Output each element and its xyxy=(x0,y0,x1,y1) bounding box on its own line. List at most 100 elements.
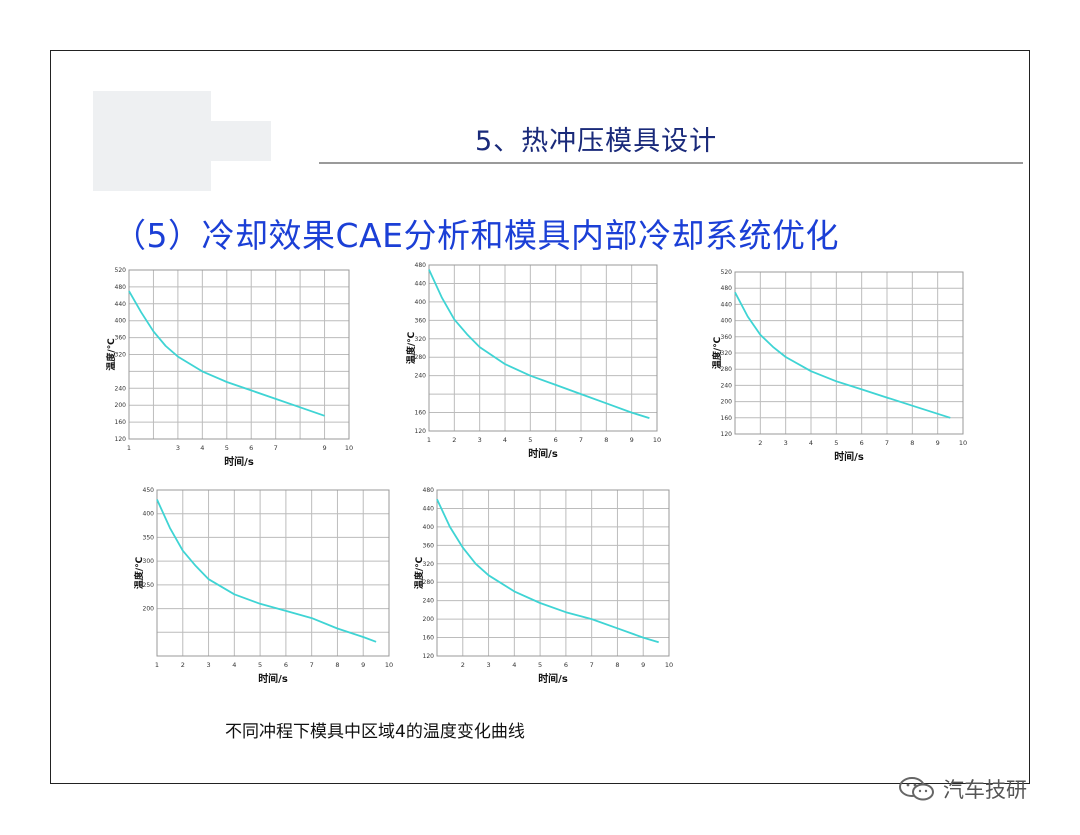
y-tick-label: 240 xyxy=(423,598,435,605)
x-tick-label: 3 xyxy=(784,439,788,447)
x-tick-label: 4 xyxy=(512,661,516,669)
x-tick-label: 7 xyxy=(579,436,583,444)
x-tick-label: 9 xyxy=(322,444,326,452)
temperature-curve xyxy=(128,290,325,417)
x-tick-label: 7 xyxy=(885,439,889,447)
y-tick-label: 320 xyxy=(415,336,427,343)
x-tick-label: 3 xyxy=(486,661,490,669)
y-tick-label: 400 xyxy=(721,318,733,325)
y-tick-label: 240 xyxy=(415,373,427,380)
x-tick-label: 2 xyxy=(452,436,456,444)
y-tick-label: 320 xyxy=(721,350,733,357)
background-watermark-block xyxy=(201,121,271,161)
x-tick-label: 3 xyxy=(206,661,210,669)
x-axis-label: 时间/s xyxy=(258,672,288,685)
y-tick-label: 440 xyxy=(721,301,733,308)
x-tick-label: 2 xyxy=(461,661,465,669)
y-tick-label: 360 xyxy=(415,317,427,324)
x-tick-label: 4 xyxy=(232,661,236,669)
y-tick-label: 240 xyxy=(115,385,127,392)
y-tick-label: 160 xyxy=(415,410,427,417)
chart-1: 1 3 4 5 6 7 9 10 120 160 200 240 320 360 400 440 480 520 时… xyxy=(105,264,359,469)
watermark-text: 汽车技研 xyxy=(943,778,1027,802)
y-tick-label: 280 xyxy=(415,354,427,361)
x-tick-label: 10 xyxy=(665,661,673,669)
x-tick-label: 8 xyxy=(335,661,339,669)
chart-4: 1 2 3 4 5 6 7 8 9 10 200 250 300 350 400 450 时间/s 温度/℃ xyxy=(133,484,399,686)
y-tick-label: 480 xyxy=(721,285,733,292)
figure-caption: 不同冲程下模具中区域4的温度变化曲线 xyxy=(225,722,525,742)
y-tick-label: 160 xyxy=(423,635,435,642)
y-tick-label: 120 xyxy=(721,431,733,438)
x-tick-label: 9 xyxy=(936,439,940,447)
x-tick-label: 10 xyxy=(653,436,661,444)
y-tick-label: 240 xyxy=(721,382,733,389)
y-tick-label: 200 xyxy=(115,402,127,409)
temperature-curve xyxy=(428,269,650,419)
y-tick-label: 320 xyxy=(115,352,127,359)
x-tick-label: 5 xyxy=(834,439,838,447)
x-tick-label: 1 xyxy=(427,436,431,444)
y-tick-label: 440 xyxy=(423,505,435,512)
plot-frame xyxy=(428,264,658,432)
x-tick-label: 1 xyxy=(155,661,159,669)
y-tick-label: 120 xyxy=(115,436,127,443)
x-tick-label: 4 xyxy=(200,444,204,452)
y-tick-label: 480 xyxy=(115,284,127,291)
x-tick-label: 4 xyxy=(809,439,813,447)
chart-5: 2 3 4 5 6 7 8 9 10 120 160 200 240 280 320 360 400 440 480… xyxy=(413,484,679,686)
y-tick-label: 320 xyxy=(423,561,435,568)
x-tick-label: 6 xyxy=(284,661,288,669)
y-axis-label: 温度/℃ xyxy=(413,557,425,589)
y-tick-label: 160 xyxy=(115,419,127,426)
temperature-curve xyxy=(156,499,377,643)
y-tick-label: 520 xyxy=(721,269,733,276)
y-tick-label: 350 xyxy=(143,534,155,541)
x-tick-label: 3 xyxy=(176,444,180,452)
x-tick-label: 6 xyxy=(249,444,253,452)
temperature-curve xyxy=(436,498,659,644)
watermark: 汽车技研 xyxy=(897,774,1027,804)
y-tick-label: 440 xyxy=(415,280,427,287)
y-tick-label: 360 xyxy=(721,334,733,341)
chart-2: 1 2 3 4 5 6 7 8 9 10 120 160 240 280 320 360 400 440 480 时间… xyxy=(405,259,667,461)
x-tick-label: 5 xyxy=(528,436,532,444)
plot-frame xyxy=(156,489,390,657)
plot-frame xyxy=(128,269,350,440)
x-tick-label: 10 xyxy=(959,439,967,447)
y-tick-label: 440 xyxy=(115,301,127,308)
chart-3: 2 3 4 5 6 7 8 9 10 120 160 200 240 280 320 360 400 440 480… xyxy=(711,266,973,464)
y-tick-label: 280 xyxy=(721,366,733,373)
x-tick-label: 3 xyxy=(478,436,482,444)
y-tick-label: 120 xyxy=(415,428,427,435)
x-axis-label: 时间/s xyxy=(224,455,254,468)
x-tick-label: 8 xyxy=(604,436,608,444)
slide-subtitle: （5）冷却效果CAE分析和模具内部冷却系统优化 xyxy=(113,216,839,255)
y-tick-label: 250 xyxy=(143,582,155,589)
y-tick-label: 280 xyxy=(423,579,435,586)
x-tick-label: 7 xyxy=(310,661,314,669)
y-tick-label: 360 xyxy=(115,335,127,342)
y-tick-label: 160 xyxy=(721,415,733,422)
x-tick-label: 8 xyxy=(910,439,914,447)
y-axis-label: 温度/℃ xyxy=(105,338,117,370)
y-tick-label: 520 xyxy=(115,267,127,274)
y-tick-label: 120 xyxy=(423,653,435,660)
y-tick-label: 200 xyxy=(423,616,435,623)
y-tick-label: 200 xyxy=(143,606,155,613)
plot-frame xyxy=(436,489,670,657)
x-tick-label: 6 xyxy=(860,439,864,447)
x-tick-label: 2 xyxy=(758,439,762,447)
x-tick-label: 7 xyxy=(590,661,594,669)
x-tick-label: 9 xyxy=(361,661,365,669)
wechat-icon xyxy=(899,777,934,801)
y-tick-label: 300 xyxy=(143,558,155,565)
x-tick-label: 9 xyxy=(641,661,645,669)
temperature-curve xyxy=(734,291,951,419)
title-divider xyxy=(319,162,1023,164)
y-axis-label: 温度/℃ xyxy=(133,557,145,589)
y-tick-label: 480 xyxy=(423,487,435,494)
plot-frame xyxy=(734,271,964,435)
x-tick-label: 6 xyxy=(564,661,568,669)
y-axis-label: 温度/℃ xyxy=(711,337,723,369)
